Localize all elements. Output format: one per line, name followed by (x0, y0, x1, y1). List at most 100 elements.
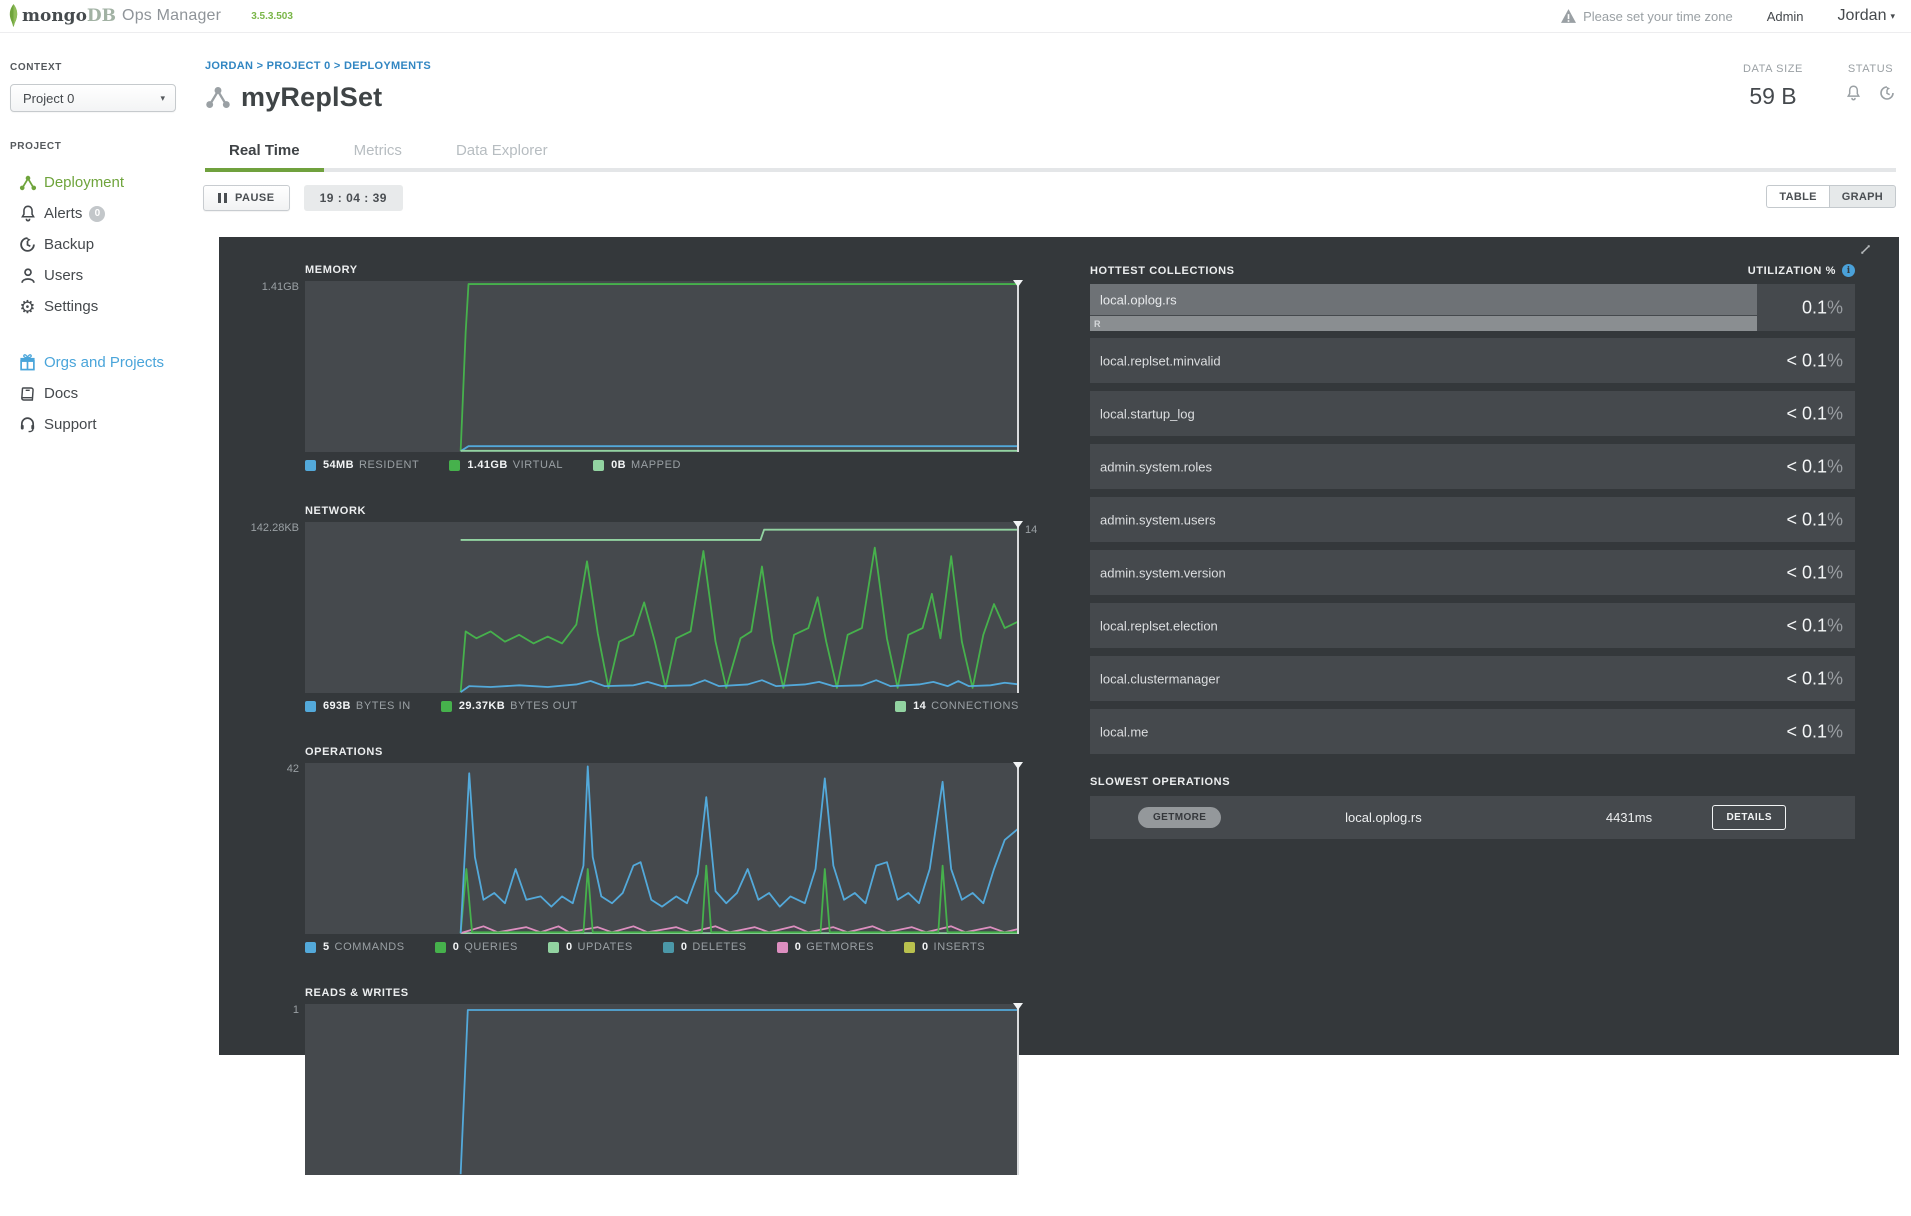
operation-duration: 4431ms (1605, 810, 1653, 825)
admin-link[interactable]: Admin (1766, 8, 1804, 24)
hottest-collection-row[interactable]: local.oplog.rs R 0.1% (1090, 284, 1855, 331)
series-queries (461, 866, 1019, 934)
legend-swatch (440, 700, 452, 712)
user-menu[interactable]: Jordan ▾ (1838, 7, 1895, 25)
hottest-collection-row[interactable]: admin.system.version < 0.1% (1090, 550, 1855, 595)
sidebar-item-label: Users (44, 267, 84, 284)
utilization-value: < 0.1% (1786, 456, 1843, 476)
graph-view-button[interactable]: GRAPH (1828, 185, 1896, 208)
legend-item: 0 INSERTS (904, 941, 985, 953)
y-axis-max-label: 1.41GB (261, 281, 299, 293)
hottest-collection-row[interactable]: admin.system.users < 0.1% (1090, 497, 1855, 542)
legend-label: COMMANDS (334, 941, 405, 953)
collection-name: local.replset.minvalid (1100, 353, 1221, 368)
breadcrumb[interactable]: JORDAN > PROJECT 0 > DEPLOYMENTS (205, 60, 431, 72)
utilization-value: < 0.1% (1786, 350, 1843, 370)
collection-name: admin.system.users (1100, 512, 1216, 527)
legend-value: 0 (452, 941, 460, 953)
legend-item: 0 UPDATES (547, 941, 633, 953)
sidebar-item-docs[interactable]: Docs (0, 378, 200, 409)
legend-swatch (662, 941, 674, 953)
utilization-value: < 0.1% (1786, 721, 1843, 741)
details-button[interactable]: DETAILS (1712, 805, 1786, 830)
realtime-panel: MEMORY 1.41GB 54MB RESIDENT 1.41GB VIRTUAL 0… (219, 237, 1899, 1175)
warning-triangle-icon (1561, 9, 1577, 23)
sidebar-item-orgs-and-projects[interactable]: Orgs and Projects (0, 347, 200, 378)
legend-item: 1.41GB VIRTUAL (449, 459, 563, 471)
memory-chart: MEMORY 1.41GB 54MB RESIDENT 1.41GB VIRTUAL 0… (262, 264, 1023, 471)
utilization-column-header: UTILIZATION % (1747, 264, 1836, 277)
brand-suffix: Ops Manager (122, 7, 222, 24)
collections-column: HOTTEST COLLECTIONS UTILIZATION % i loca… (1090, 237, 1855, 839)
hottest-collections-title: HOTTEST COLLECTIONS (1090, 264, 1235, 277)
legend-value: 0B (611, 459, 627, 471)
series-connections (461, 530, 1019, 540)
sidebar-item-settings[interactable]: ⚙ Settings (0, 291, 200, 322)
context-project-select[interactable]: Project 0 ▾ (10, 84, 176, 112)
legend-label: GETMORES (806, 941, 875, 953)
table-view-button[interactable]: TABLE (1766, 185, 1829, 208)
legend-value: 1.41GB (467, 459, 508, 471)
series-bytes_out (461, 548, 1019, 692)
context-project-value: Project 0 (23, 90, 75, 106)
hottest-rows: local.oplog.rs R 0.1% local.replset.minvali… (1090, 284, 1855, 754)
sidebar-item-deployment[interactable]: Deployment (0, 167, 200, 198)
series-bytes_in (461, 680, 1019, 692)
sidebar-item-alerts[interactable]: Alerts 0 (0, 198, 200, 229)
legend-value: 29.37KB (458, 700, 506, 712)
sidebar-item-users[interactable]: Users (0, 260, 200, 291)
utilization-value: < 0.1% (1786, 403, 1843, 423)
sidebar-item-support[interactable]: Support (0, 409, 200, 440)
hottest-collection-row[interactable]: local.replset.minvalid < 0.1% (1090, 338, 1855, 383)
now-cursor-marker (1013, 521, 1023, 528)
now-cursor-marker (1013, 280, 1023, 287)
legend-swatch (305, 941, 316, 953)
hottest-collection-row[interactable]: admin.system.roles < 0.1% (1090, 444, 1855, 489)
chevron-down-icon: ▾ (160, 92, 165, 103)
sidebar-item-backup[interactable]: Backup (0, 229, 200, 260)
timezone-warning-text: Please set your time zone (1583, 8, 1733, 24)
user-name: Jordan (1837, 7, 1887, 24)
last-ping-clock-icon[interactable] (1879, 85, 1895, 101)
legend-value: 5 (323, 941, 330, 953)
hottest-collection-row[interactable]: local.startup_log < 0.1% (1090, 391, 1855, 436)
legend-value: 54MB (323, 459, 354, 471)
hottest-collection-row[interactable]: local.replset.election < 0.1% (1090, 603, 1855, 648)
now-cursor-marker (1013, 762, 1023, 769)
legend-swatch (895, 700, 907, 712)
hottest-collection-row[interactable]: local.me < 0.1% (1090, 709, 1855, 754)
legend-label: CONNECTIONS (931, 700, 1019, 712)
sidebar: CONTEXT Project 0 ▾ PROJECT Deployment A… (0, 33, 200, 440)
legend-label: UPDATES (577, 941, 633, 953)
utilization-bar: local.oplog.rs (1090, 284, 1757, 315)
alerts-bell-icon[interactable] (1846, 85, 1861, 101)
y-axis-max-label: 142.28KB (250, 522, 299, 534)
info-icon[interactable]: i (1842, 264, 1855, 277)
now-cursor-line (1017, 1004, 1019, 1175)
tab-real-time[interactable]: Real Time (205, 136, 324, 172)
chart-legend: 54MB RESIDENT 1.41GB VIRTUAL 0B MAPPED (305, 459, 1019, 471)
alerts-count-badge: 0 (89, 205, 106, 222)
tab-metrics[interactable]: Metrics (353, 142, 402, 159)
series-resident (461, 446, 1019, 451)
legend-swatch (434, 941, 446, 953)
tab-bar: Real Time Metrics Data Explorer (205, 136, 1896, 172)
legend-label: DELETES (692, 941, 747, 953)
reads-bar-label: R (1094, 318, 1101, 329)
series-virtual (461, 284, 1019, 451)
series-commands (461, 766, 1019, 933)
tab-data-explorer[interactable]: Data Explorer (455, 142, 548, 159)
series-getmores (461, 926, 1019, 933)
network-chart: NETWORK 142.28KB 14 693B BYTES IN 29.37KB B… (251, 505, 1038, 712)
expand-icon[interactable] (1858, 242, 1873, 257)
brand-logo[interactable]: mongo DB Ops Manager (8, 4, 221, 28)
operation-namespace: local.oplog.rs (1345, 810, 1422, 825)
hottest-collection-row[interactable]: local.clustermanager < 0.1% (1090, 656, 1855, 701)
mongodb-leaf-icon (8, 4, 19, 28)
collection-name: local.oplog.rs (1100, 292, 1177, 307)
view-toggle: TABLE GRAPH (1766, 185, 1896, 208)
timezone-warning-link[interactable]: Please set your time zone (1561, 9, 1733, 24)
pause-button[interactable]: PAUSE (203, 185, 290, 211)
slowest-operation-row: GETMORE local.oplog.rs 4431ms DETAILS (1090, 796, 1855, 839)
right-axis-max-label: 14 (1025, 524, 1038, 536)
